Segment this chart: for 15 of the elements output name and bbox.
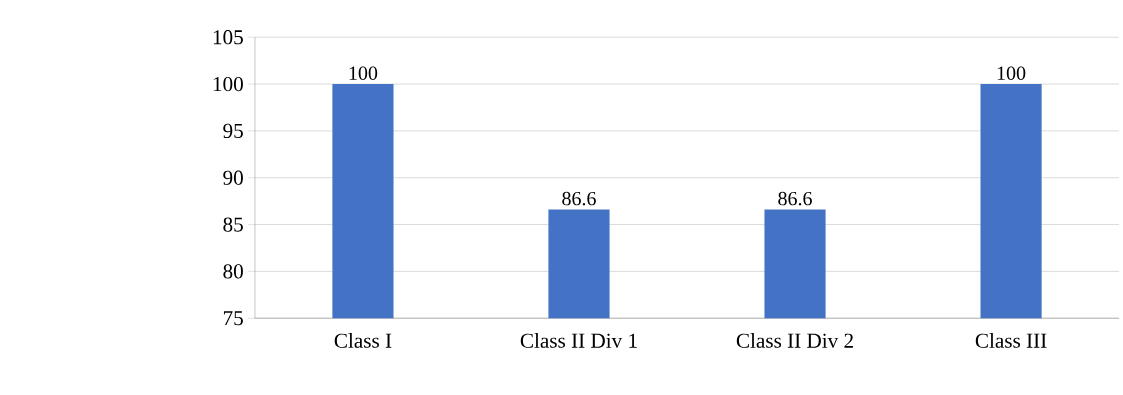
y-tick-label: 90 (223, 170, 243, 185)
y-tick-label: 105 (213, 30, 243, 45)
y-tick-label: 80 (223, 264, 243, 279)
x-tick-label: Class II Div 2 (736, 332, 853, 348)
x-tick-label: Class I (334, 332, 392, 348)
y-tick-label: 85 (223, 217, 243, 232)
data-label: 100 (997, 66, 1026, 80)
data-label: 86.6 (778, 191, 812, 206)
x-tick-label: Class III (975, 332, 1047, 348)
data-label: 100 (349, 66, 378, 80)
x-tick-label: Class II Div 1 (520, 332, 637, 348)
data-label: 86.6 (562, 191, 596, 206)
y-tick-label: 100 (213, 76, 243, 92)
y-tick-label: 75 (223, 311, 243, 326)
y-tick-label: 95 (223, 123, 243, 138)
